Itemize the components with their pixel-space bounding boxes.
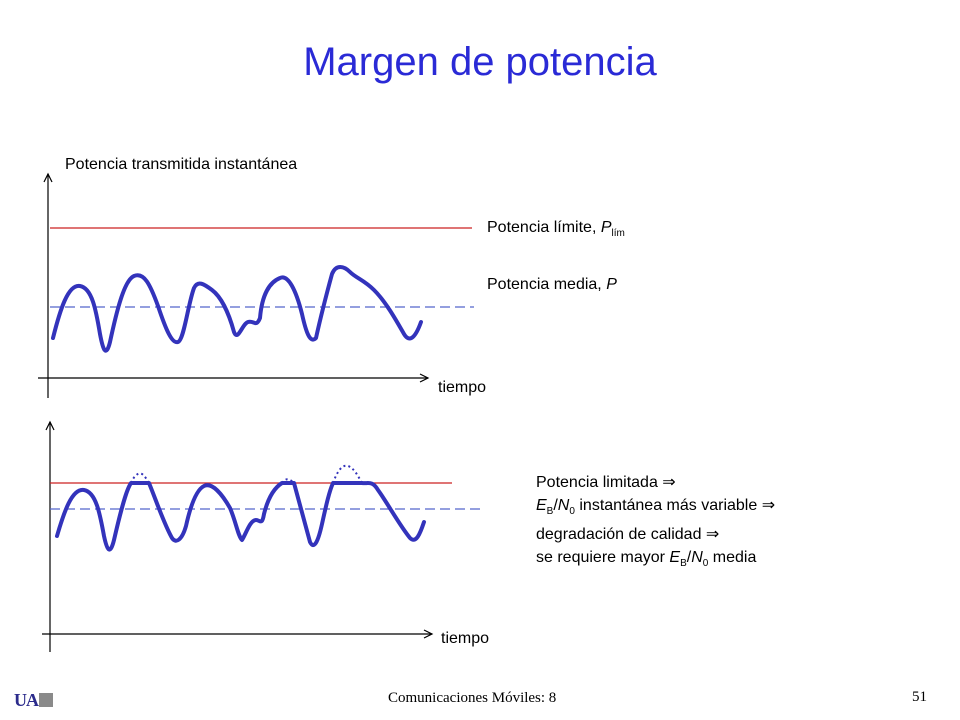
note-line-2: EB/N0 instantánea más variable ⇒ (536, 494, 775, 523)
page-number: 51 (912, 689, 927, 705)
top-power-curve (51, 265, 423, 353)
n0-symbol: N (691, 549, 703, 567)
limit-power-text: Potencia límite, (487, 219, 601, 236)
note-line-4-text: se requiere mayor (536, 549, 670, 567)
bottom-power-curve (55, 481, 426, 552)
note-line-1: Potencia limitada ⇒ (536, 471, 775, 494)
note-line-1-text: Potencia limitada (536, 474, 658, 491)
limit-power-subscript: lím (611, 228, 625, 240)
limit-power-label: Potencia límite, Plím (487, 219, 625, 239)
note-line-2-text: instantánea más variable (574, 497, 758, 514)
footer-course: Comunicaciones Móviles: 8 (388, 690, 557, 706)
mean-power-symbol: P (606, 276, 617, 293)
bottom-clipped-peak-1 (130, 472, 150, 484)
bottom-x-axis-label: tiempo (441, 630, 490, 647)
limited-power-note: Potencia limitada ⇒ EB/N0 instantánea má… (536, 471, 775, 575)
eb-symbol: E (669, 549, 681, 567)
note-line-3: degradación de calidad ⇒ (536, 523, 775, 546)
eb-subscript: B (680, 558, 687, 570)
implies-symbol: ⇒ (705, 526, 720, 544)
mean-power-text: Potencia media, (487, 276, 607, 293)
logo-text: UA (14, 690, 39, 710)
slash: / (686, 549, 692, 567)
implies-symbol: ⇒ (662, 474, 676, 491)
bottom-x-axis-arrow (423, 629, 434, 639)
bottom-y-axis-arrow (45, 420, 55, 431)
top-x-axis-label: tiempo (438, 379, 487, 396)
n0-symbol: N (557, 497, 570, 514)
logo-mark (39, 693, 53, 707)
eb-symbol: E (536, 497, 547, 514)
eb-subscript: B (546, 506, 554, 518)
top-y-axis-label: Potencia transmitida instantánea (65, 156, 298, 173)
top-x-axis-arrow (419, 373, 430, 383)
n0-subscript: 0 (702, 558, 709, 570)
top-y-axis-arrow (43, 172, 53, 183)
slash: / (553, 497, 558, 514)
limit-power-symbol: P (600, 219, 612, 236)
bottom-clipped-peak-3 (332, 464, 363, 484)
implies-symbol: ⇒ (761, 497, 776, 514)
note-line-4: se requiere mayor EB/N0 media (536, 546, 775, 575)
university-logo: UA (14, 690, 53, 711)
n0-subscript: 0 (569, 506, 575, 518)
note-line-4-suffix: media (708, 549, 757, 567)
mean-power-label: Potencia media, P (487, 276, 617, 294)
note-line-3-text: degradación de calidad (536, 526, 702, 544)
slide-title: Margen de potencia (303, 40, 657, 84)
